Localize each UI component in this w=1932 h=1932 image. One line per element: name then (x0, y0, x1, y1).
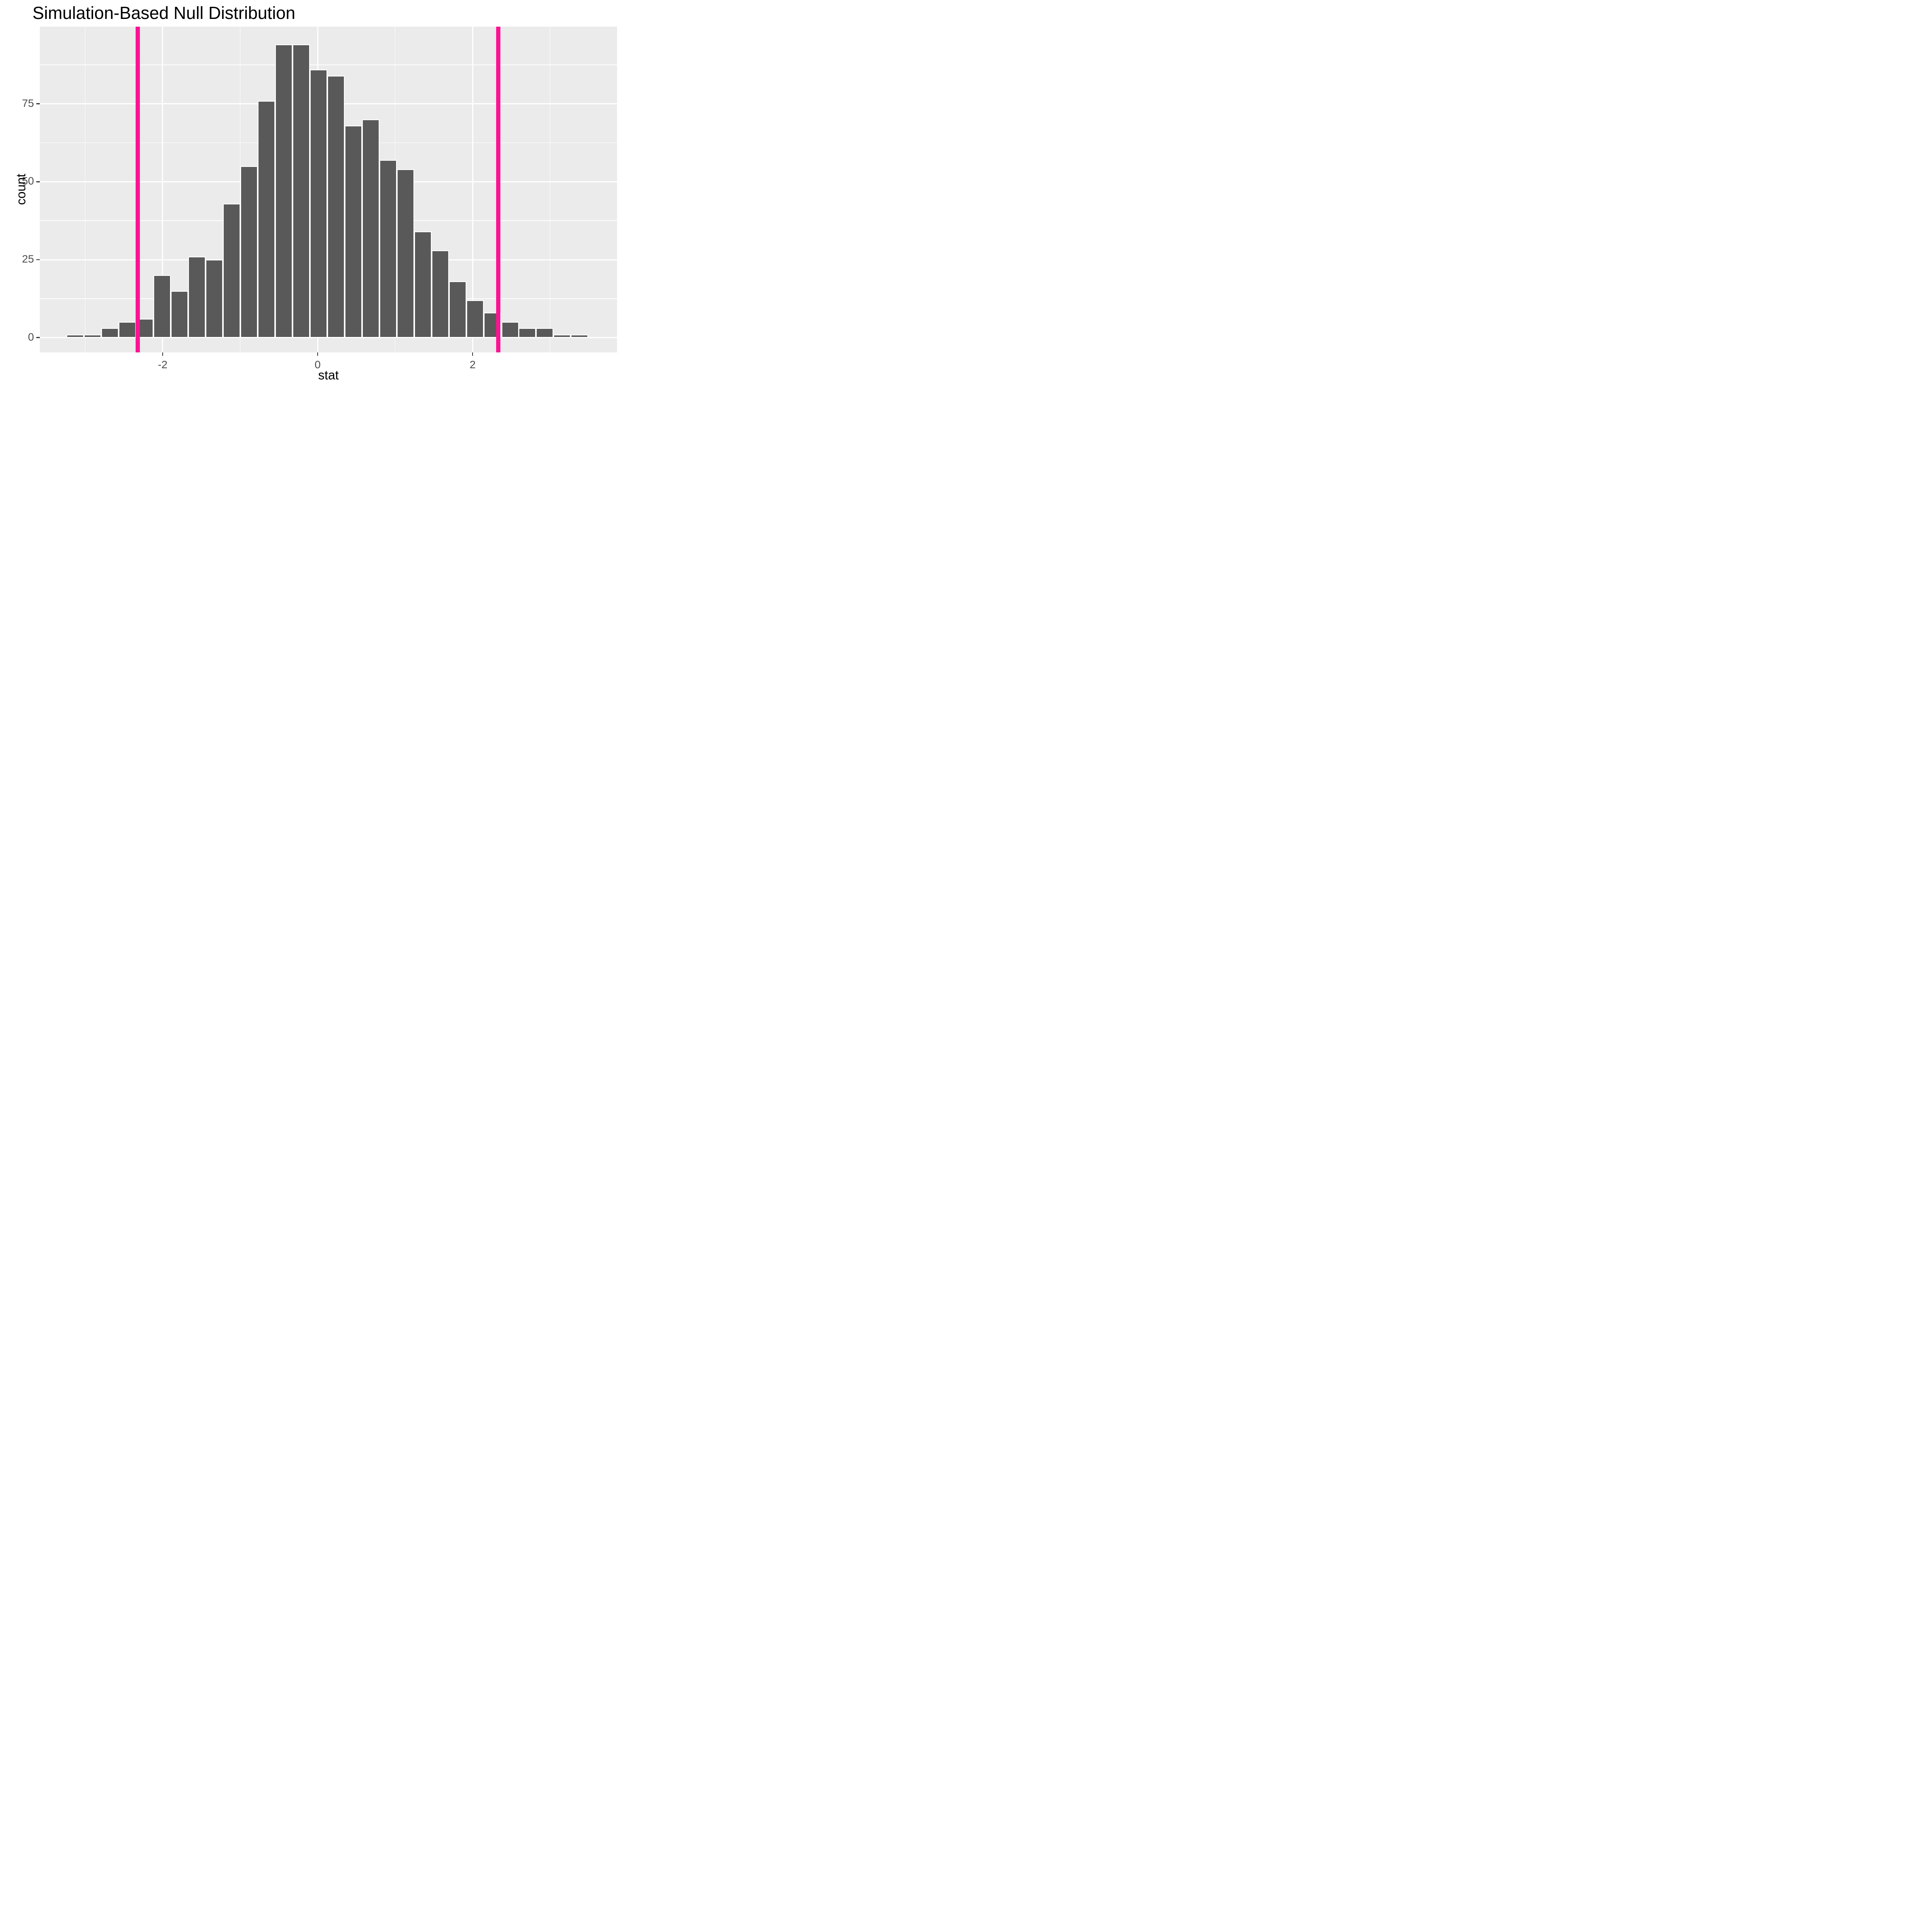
x-major-gridline (162, 27, 163, 352)
x-tick-label: 0 (315, 359, 321, 371)
y-tick-mark (36, 181, 40, 182)
x-tick-mark (317, 352, 318, 356)
histogram-bar (153, 275, 171, 338)
histogram-bar (310, 69, 328, 338)
x-tick-mark (162, 352, 163, 356)
histogram-bar (84, 334, 102, 338)
histogram-bar (345, 126, 362, 338)
histogram-bar (362, 119, 380, 338)
histogram-bar (188, 256, 206, 338)
histogram-bar (223, 203, 241, 338)
histogram-bar (240, 166, 258, 338)
x-tick-mark (472, 352, 473, 356)
y-tick-mark (36, 259, 40, 260)
plot-title: Simulation-Based Null Distribution (32, 3, 296, 23)
histogram-bar (466, 300, 484, 338)
y-axis-title: count (14, 173, 28, 205)
histogram-bar (66, 334, 84, 338)
histogram-bar (101, 328, 119, 338)
histogram-bar (275, 44, 293, 338)
y-tick-label: 75 (22, 97, 34, 109)
x-tick-label: -2 (158, 359, 168, 371)
histogram-bar (571, 334, 588, 338)
histogram-bar (327, 76, 345, 338)
histogram-bar (258, 100, 276, 338)
obs-stat-line-left (136, 27, 140, 352)
x-axis-title: stat (318, 368, 339, 382)
y-tick-label: 50 (22, 175, 34, 187)
histogram-bar (293, 44, 310, 338)
y-tick-mark (36, 103, 40, 104)
obs-stat-line-right (496, 27, 500, 352)
histogram-bar (414, 231, 432, 338)
histogram-bar (379, 160, 397, 338)
histogram-bar (553, 334, 571, 338)
ggplot-figure: Simulation-Based Null Distribution -2 0 2 0… (0, 0, 618, 386)
histogram-bar (432, 250, 449, 338)
y-major-gridline (40, 337, 617, 338)
histogram-bar (519, 328, 536, 338)
x-major-gridline (472, 27, 473, 352)
histogram-bar (449, 281, 467, 338)
histogram-bar (206, 260, 223, 338)
x-tick-label: 2 (469, 359, 476, 371)
histogram-bar (397, 169, 415, 338)
histogram-bar (171, 291, 189, 338)
y-tick-label: 0 (28, 331, 34, 343)
histogram-bar (119, 322, 136, 338)
histogram-bar (536, 328, 554, 338)
plot-panel (40, 27, 617, 352)
y-tick-label: 25 (22, 253, 34, 265)
y-tick-mark (36, 337, 40, 338)
histogram-bar (501, 322, 519, 338)
